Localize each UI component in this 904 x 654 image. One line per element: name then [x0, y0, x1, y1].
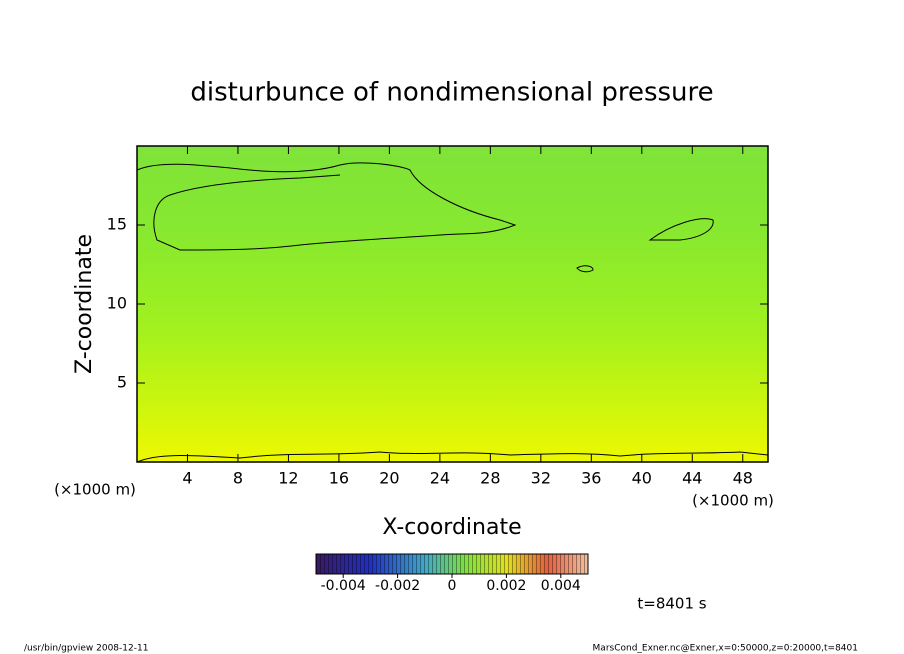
y-tick-label: 10	[107, 294, 127, 313]
x-tick-label: 12	[278, 469, 298, 488]
x-tick-label: 36	[581, 469, 601, 488]
y-tick-label: 15	[107, 215, 127, 234]
footer-left: /usr/bin/gpview 2008-12-11	[24, 644, 148, 654]
contours	[136, 162, 769, 463]
x-tick-label: 8	[233, 469, 243, 488]
chart-title: disturbunce of nondimensional pressure	[190, 78, 713, 108]
x-tick-label: 44	[682, 469, 702, 488]
colorbar-frame	[315, 553, 589, 575]
x-tick-label: 20	[379, 469, 399, 488]
x-axis-label: X-coordinate	[382, 515, 521, 540]
colorbar-tick-label: -0.002	[375, 578, 420, 594]
colorbar-tick-label: 0.004	[541, 578, 581, 594]
footer-right: MarsCond_Exner.nc@Exner,x=0:50000,z=0:20…	[593, 644, 858, 654]
colorbar-tick-label: 0.002	[486, 578, 526, 594]
x-tick-label: 48	[733, 469, 753, 488]
time-label: t=8401 s	[637, 595, 706, 613]
colorbar-tick-label: 0	[448, 578, 457, 594]
colorbar-tick-label: -0.004	[321, 578, 366, 594]
x-unit-label: (×1000 m)	[692, 492, 774, 510]
x-tick-label: 40	[632, 469, 652, 488]
field	[137, 146, 768, 462]
y-tick-label: 5	[117, 373, 127, 392]
x-tick-label: 24	[430, 469, 450, 488]
x-tick-label: 16	[329, 469, 349, 488]
x-unit-label: (×1000 m)	[54, 481, 136, 499]
x-tick-label: 28	[480, 469, 500, 488]
x-tick-label: 32	[531, 469, 551, 488]
y-axis-label: Z-coordinate	[72, 234, 97, 374]
x-tick-label: 4	[182, 469, 192, 488]
